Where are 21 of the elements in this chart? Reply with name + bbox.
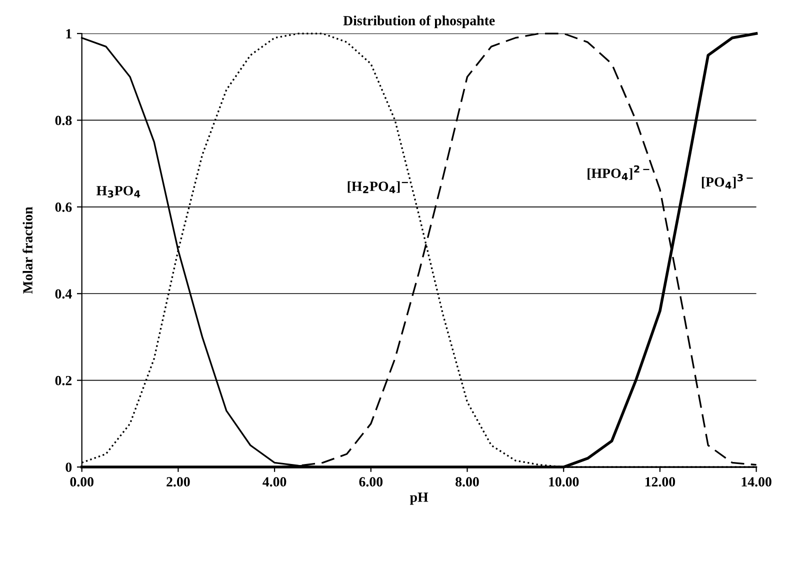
x-tick-label: 14.00 [742, 477, 772, 487]
series-label: [PO$_{4}$]$^{3−}$ [702, 174, 753, 189]
x-tick-label: 4.00 [262, 477, 286, 487]
y-axis-title: Molar fraction [22, 206, 32, 294]
x-tick-label: 8.00 [456, 477, 479, 487]
x-axis-title: pH [410, 492, 428, 505]
chart-title: Distribution of phospahte [343, 15, 495, 28]
series-label: [H$_{2}$PO$_{4}$]$^{−}$ [348, 181, 408, 194]
y-tick-label: 0.6 [55, 202, 72, 212]
y-tick-label: 0 [66, 462, 72, 472]
y-tick-label: 0.2 [55, 376, 72, 386]
x-tick-label: 2.00 [166, 477, 190, 487]
y-tick-label: 1 [66, 29, 72, 38]
x-tick-label: 0.00 [70, 477, 94, 487]
x-tick-label: 10.00 [549, 477, 579, 487]
y-tick-label: 0.8 [55, 116, 72, 126]
x-tick-label: 12.00 [645, 477, 676, 487]
y-tick-label: 0.4 [55, 289, 72, 299]
series-label: [HPO$_{4}$]$^{2−}$ [588, 165, 650, 180]
series-label: H$_{3}$PO$_{4}$ [96, 186, 140, 198]
x-tick-label: 6.00 [359, 477, 383, 487]
